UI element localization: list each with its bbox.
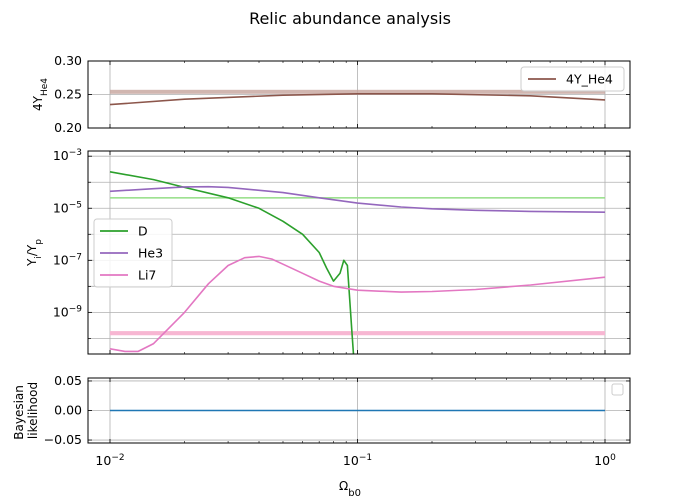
y-tick-label: 10−7 [53,252,82,267]
legend-label-he3: He3 [138,246,163,261]
observed-bands [110,197,605,336]
y-tick-label: 10−5 [53,200,82,215]
plot-background [88,151,630,354]
x-tick-label: 100 [594,453,616,468]
y-axis-label-line2: likelihood [26,382,40,439]
legend-frame [520,66,625,92]
y-tick-label: 10−9 [53,304,82,319]
panel-likelihood: −0.05 0.00 0.05 10−2 10−1 100 Bayesian likeli… [12,373,631,499]
plot-frame [87,377,631,444]
legend-empty-box [611,383,624,396]
axis-ticks: 10−9 10−7 10−5 10−3 [53,148,630,354]
y-tick-label: 0.25 [54,87,82,102]
plot-frame [87,60,631,129]
legend-label-d: D [138,224,148,239]
y-tick-label: −0.05 [44,432,82,447]
x-tick-label: 10−2 [95,453,124,468]
y-tick-label: 0.30 [54,53,82,68]
y-tick-label: 0.20 [54,120,82,135]
legend-abundances: D He3 Li7 [93,218,173,288]
axis-ticks: 0.20 0.25 0.30 [54,53,630,135]
y-tick-label: 0.05 [54,373,82,388]
series-line-he3 [109,185,606,213]
legend-label-li7: Li7 [138,268,156,283]
y-tick-label: 10−3 [53,148,82,163]
legend-frame [93,218,173,288]
observed-band-li7 [110,331,605,336]
panel-he4: 0.20 0.25 0.30 4YHe4 4Y_He4 [31,53,631,135]
series-lines [109,171,606,354]
panel-abundances: 10−9 10−7 10−5 10−3 Yi/Yp D He3 Li7 [25,148,631,355]
y-axis-label-line1: Bayesian [12,385,26,440]
legend-label-4y-he4: 4Y_He4 [566,72,613,87]
y-axis-label-abundance: Yi/Yp [25,239,44,267]
series-line-d [109,171,355,354]
series-line-li7 [109,255,606,353]
series-line-4y_he4 [109,93,606,106]
legend-he4: 4Y_He4 [520,66,625,92]
observed-band-d [110,197,605,199]
observed-bands [110,89,605,94]
series-lines [109,93,606,106]
observed-band-he4 [110,89,605,94]
x-tick-label: 10−1 [343,453,372,468]
x-axis-label: Ωb0 [339,479,361,499]
figure-title: Relic abundance analysis [249,9,451,28]
y-axis-label-likelihood: Bayesian likelihood [12,381,40,439]
y-tick-label: 0.00 [54,403,82,418]
plot-frame [87,150,631,355]
y-axis-label-he4: 4YHe4 [31,78,50,111]
